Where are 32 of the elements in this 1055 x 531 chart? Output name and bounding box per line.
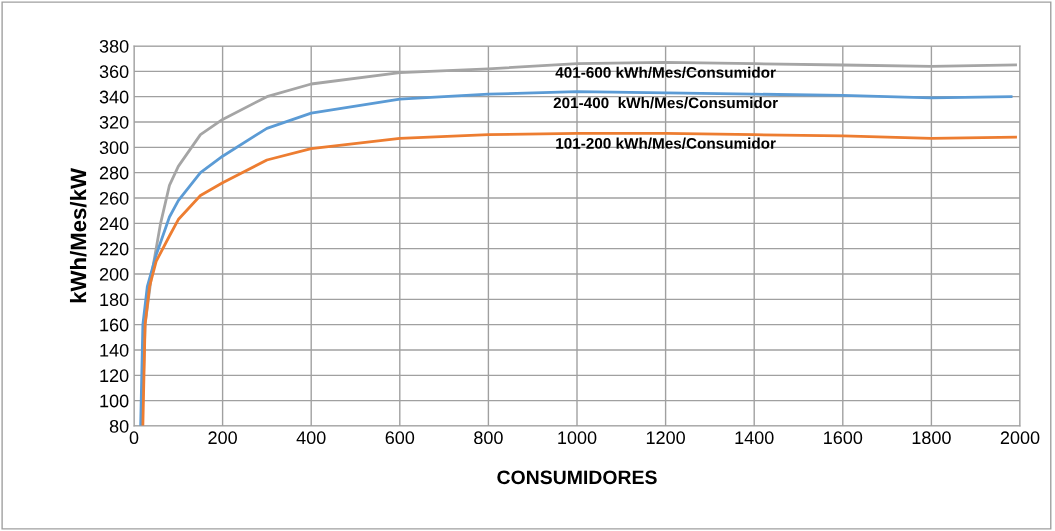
x-axis-title: CONSUMIDORES <box>497 470 657 485</box>
series-label: 201-400 kWh/Mes/Consumidor <box>553 97 778 109</box>
x-tick-label: 200 <box>208 431 237 445</box>
x-tick-label: 600 <box>385 431 415 445</box>
series-label: 101-200 kWh/Mes/Consumidor <box>556 137 776 149</box>
y-tick-label: 260 <box>99 191 129 205</box>
x-tick-label: 800 <box>474 431 503 445</box>
y-tick-label: 80 <box>109 419 129 433</box>
x-tick-label: 1200 <box>646 431 685 445</box>
y-tick-label: 160 <box>100 318 129 332</box>
series-label: 401-600 kWh/Mes/Consumidor <box>555 66 776 79</box>
x-tick-label: 0 <box>129 431 139 445</box>
x-tick-label: 400 <box>296 431 326 445</box>
y-axis-title: kWh/Mes/kW <box>69 168 87 303</box>
y-tick-label: 360 <box>99 65 129 79</box>
y-tick-label: 380 <box>99 39 129 53</box>
y-tick-label: 280 <box>99 166 129 180</box>
x-tick-label: 1600 <box>824 431 863 445</box>
y-tick-label: 240 <box>99 217 129 231</box>
y-tick-label: 100 <box>100 394 129 408</box>
y-tick-label: 180 <box>100 293 129 307</box>
y-tick-label: 140 <box>100 343 129 357</box>
y-tick-label: 320 <box>99 115 129 129</box>
y-tick-label: 300 <box>99 141 129 155</box>
x-tick-label: 1800 <box>912 431 951 445</box>
y-tick-label: 340 <box>99 90 129 104</box>
y-tick-label: 120 <box>100 369 129 383</box>
x-tick-label: 1400 <box>735 431 774 445</box>
y-tick-label: 200 <box>99 267 129 281</box>
y-tick-label: 220 <box>99 242 129 256</box>
x-tick-label: 2000 <box>1000 431 1040 445</box>
x-tick-label: 1000 <box>558 431 597 445</box>
